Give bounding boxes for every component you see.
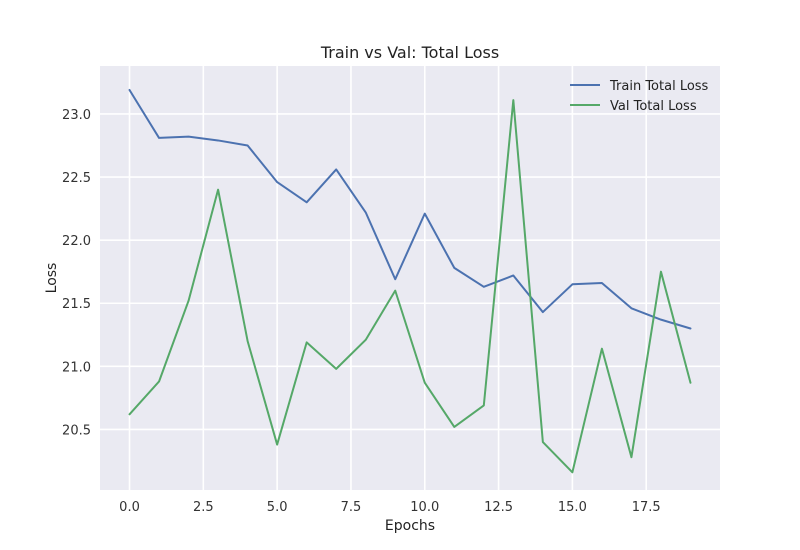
x-tick-label: 0.0 bbox=[119, 500, 140, 515]
x-tick-label: 7.5 bbox=[341, 500, 362, 515]
y-grid bbox=[100, 113, 720, 431]
y-tick-label: 22.0 bbox=[62, 234, 91, 249]
y-tick-labels: 20.5 21.0 21.5 22.0 22.5 23.0 bbox=[62, 108, 91, 438]
chart-title: Train vs Val: Total Loss bbox=[320, 43, 499, 62]
legend-label-val: Val Total Loss bbox=[610, 99, 697, 114]
y-tick-label: 22.5 bbox=[62, 171, 91, 186]
legend: Train Total Loss Val Total Loss bbox=[570, 79, 709, 114]
x-tick-label: 10.0 bbox=[410, 500, 439, 515]
x-tick-label: 17.5 bbox=[632, 500, 661, 515]
x-tick-labels: 0.0 2.5 5.0 7.5 10.0 12.5 15.0 17.5 bbox=[119, 500, 660, 515]
y-tick-label: 21.5 bbox=[62, 297, 91, 312]
x-tick-label: 12.5 bbox=[484, 500, 513, 515]
series-line-val bbox=[128, 99, 692, 474]
x-tick-label: 5.0 bbox=[267, 500, 288, 515]
series-line-train bbox=[128, 88, 692, 330]
y-tick-label: 20.5 bbox=[62, 423, 91, 438]
y-axis-label: Loss bbox=[44, 263, 60, 294]
legend-label-train: Train Total Loss bbox=[609, 79, 709, 94]
series-layer bbox=[128, 88, 692, 474]
y-tick-label: 21.0 bbox=[62, 360, 91, 375]
x-axis-label: Epochs bbox=[385, 518, 435, 534]
x-grid bbox=[128, 66, 647, 490]
x-tick-label: 15.0 bbox=[558, 500, 587, 515]
plot-area bbox=[100, 66, 720, 490]
x-tick-label: 2.5 bbox=[193, 500, 214, 515]
y-tick-label: 23.0 bbox=[62, 108, 91, 123]
